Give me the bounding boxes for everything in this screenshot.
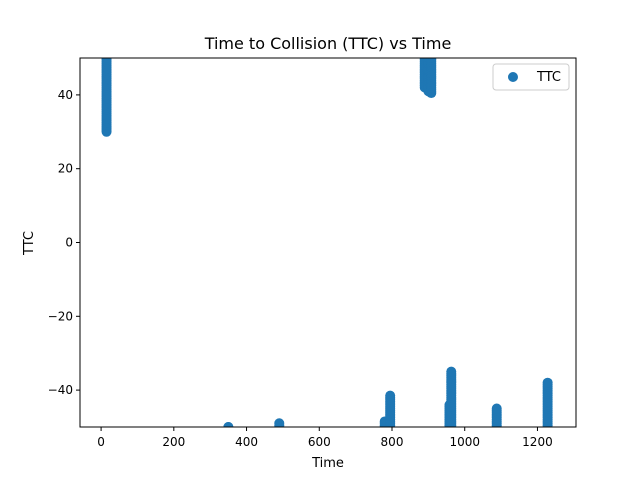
y-tick-label: −40 bbox=[48, 383, 73, 397]
legend-label-ttc: TTC bbox=[536, 70, 561, 85]
x-tick-label: 200 bbox=[162, 435, 185, 449]
x-tick-label: 400 bbox=[235, 435, 258, 449]
y-tick-label: −20 bbox=[48, 309, 73, 323]
chart-title: Time to Collision (TTC) vs Time bbox=[204, 34, 452, 53]
x-tick-label: 600 bbox=[308, 435, 331, 449]
data-point bbox=[426, 58, 437, 63]
data-point bbox=[446, 366, 457, 377]
x-axis-ticks: 0 200 400 600 800 1000 1200 bbox=[97, 427, 553, 449]
data-point bbox=[385, 390, 396, 401]
plot-area bbox=[79, 57, 577, 428]
data-point bbox=[491, 403, 502, 414]
y-tick-label: 20 bbox=[58, 162, 73, 176]
legend: TTC bbox=[492, 63, 570, 91]
data-point bbox=[542, 377, 553, 388]
y-axis-ticks: −40 −20 0 20 40 bbox=[48, 88, 80, 397]
legend-box bbox=[492, 63, 570, 91]
data-point bbox=[274, 418, 285, 427]
data-points bbox=[101, 58, 553, 427]
x-tick-label: 0 bbox=[97, 435, 105, 449]
x-tick-label: 1000 bbox=[449, 435, 480, 449]
x-tick-label: 800 bbox=[381, 435, 404, 449]
legend-marker-ttc bbox=[508, 72, 518, 82]
data-point bbox=[223, 422, 234, 427]
x-axis-label: Time bbox=[311, 456, 344, 471]
y-axis-label: TTC bbox=[22, 231, 37, 256]
x-tick-label: 1200 bbox=[522, 435, 553, 449]
data-point bbox=[101, 58, 112, 63]
y-tick-label: 0 bbox=[65, 236, 73, 250]
y-tick-label: 40 bbox=[58, 88, 73, 102]
plot-background bbox=[80, 58, 576, 427]
